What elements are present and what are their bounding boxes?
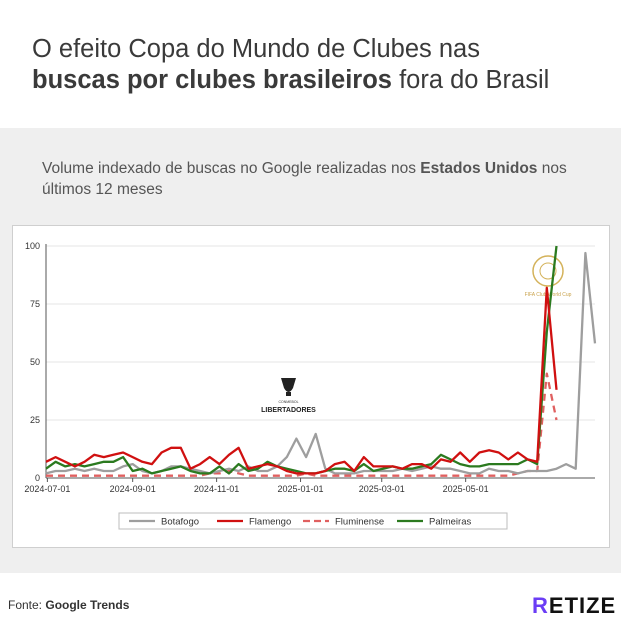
y-tick-label: 0 — [35, 473, 40, 483]
libertadores-text: LIBERTADORES — [261, 407, 316, 414]
x-tick-label: 2024-11-01 — [194, 484, 239, 494]
chart-legend: Botafogo Flamengo Fluminense Palmeiras — [118, 512, 508, 530]
logo-first-letter: R — [532, 593, 549, 618]
y-tick-label: 50 — [30, 357, 40, 367]
source-note: Fonte: Google Trends — [8, 598, 129, 612]
series-line-palmeiras — [45, 245, 558, 475]
x-tick-label: 2024-07-01 — [24, 484, 70, 494]
retize-logo: RETIZE — [532, 593, 616, 619]
title-bold: buscas por clubes brasileiros — [32, 66, 392, 94]
chart-box: 0 25 50 75 100 2024-07-01 2024-09-01 2024-11-0… — [12, 225, 610, 548]
y-tick-label: 100 — [25, 241, 40, 251]
x-tick-label: 2024-09-01 — [110, 484, 156, 494]
title-part1: O efeito Copa do Mundo de Clubes nas — [32, 35, 480, 63]
x-tick-label: 2025-03-01 — [359, 484, 405, 494]
series-line-fluminense — [46, 372, 558, 477]
legend-label: Flamengo — [249, 517, 291, 528]
libertadores-sub: CONMEBOL — [278, 400, 298, 404]
legend-box — [118, 512, 508, 530]
legend-label: Fluminense — [335, 517, 384, 528]
legend-label: Botafogo — [161, 517, 199, 528]
x-tick-label: 2025-05-01 — [443, 484, 489, 494]
series-line-flamengo — [45, 286, 558, 475]
legend-item-fluminense: Fluminense — [303, 517, 384, 528]
chart-subtitle: Volume indexado de buscas no Google real… — [42, 158, 582, 200]
source-label: Fonte: — [8, 598, 46, 612]
y-tick-label: 25 — [30, 415, 40, 425]
subtitle-part1: Volume indexado de buscas no Google real… — [42, 160, 421, 177]
legend-item-botafogo: Botafogo — [129, 517, 199, 528]
legend-label: Palmeiras — [429, 517, 471, 528]
series-line-botafogo — [45, 251, 597, 475]
legend-item-palmeiras: Palmeiras — [397, 517, 471, 528]
subtitle-bold: Estados Unidos — [420, 160, 538, 177]
source-value: Google Trends — [45, 598, 130, 612]
x-tick-label: 2025-01-01 — [278, 484, 324, 494]
libertadores-logo: CONMEBOL LIBERTADORES — [261, 378, 316, 414]
line-chart: 0 25 50 75 100 2024-07-01 2024-09-01 2024-11-0… — [24, 241, 597, 530]
title-part2: fora do Brasil — [391, 66, 550, 94]
chart-panel: Volume indexado de buscas no Google real… — [0, 128, 621, 573]
page-title: O efeito Copa do Mundo de Clubes nas bus… — [32, 34, 602, 96]
legend-item-flamengo: Flamengo — [217, 517, 291, 528]
y-tick-label: 75 — [30, 299, 40, 309]
subtitle-part2: nos últimos 12 meses — [42, 160, 567, 198]
logo-rest: ETIZE — [548, 593, 617, 618]
